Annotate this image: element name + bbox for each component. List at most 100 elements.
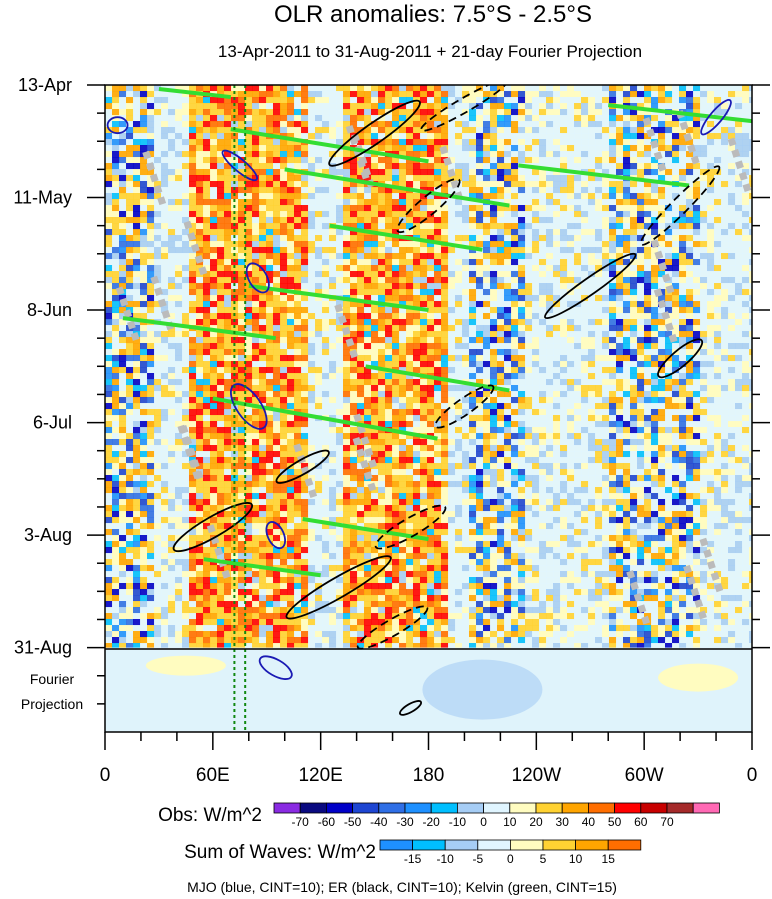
heatmap-cell xyxy=(217,145,225,152)
heatmap-cell xyxy=(189,361,197,368)
heatmap-cell xyxy=(301,133,309,140)
heatmap-cell xyxy=(546,121,554,128)
heatmap-cell xyxy=(714,157,722,164)
heatmap-cell xyxy=(462,181,470,188)
heatmap-cell xyxy=(385,277,393,284)
heatmap-cell xyxy=(224,241,232,248)
heatmap-cell xyxy=(616,295,624,302)
heatmap-cell xyxy=(189,211,197,218)
heatmap-cell xyxy=(252,379,260,386)
heatmap-cell xyxy=(112,283,120,290)
heatmap-cell xyxy=(301,283,309,290)
heatmap-cell xyxy=(441,349,449,356)
heatmap-cell xyxy=(385,373,393,380)
heatmap-cell xyxy=(371,109,379,116)
heatmap-cell xyxy=(735,205,743,212)
heatmap-cell xyxy=(231,301,239,308)
heatmap-cell xyxy=(112,151,120,158)
heatmap-cell xyxy=(518,295,526,302)
heatmap-cell xyxy=(399,355,407,362)
heatmap-cell xyxy=(595,223,603,230)
heatmap-cell xyxy=(203,97,211,104)
heatmap-cell xyxy=(245,229,253,236)
heatmap-cell xyxy=(392,175,400,182)
heatmap-cell xyxy=(413,391,421,398)
heatmap-cell xyxy=(469,217,477,224)
heatmap-cell xyxy=(231,355,239,362)
heatmap-cell xyxy=(189,319,197,326)
heatmap-cell xyxy=(588,157,596,164)
heatmap-cell xyxy=(231,373,239,380)
heatmap-cell xyxy=(294,367,302,374)
heatmap-cell xyxy=(350,241,358,248)
heatmap-cell xyxy=(343,103,351,110)
heatmap-cell xyxy=(287,85,295,92)
heatmap-cell xyxy=(630,139,638,146)
heatmap-cell xyxy=(140,235,148,242)
heatmap-cell xyxy=(427,205,435,212)
heatmap-cell xyxy=(665,151,673,158)
heatmap-cell xyxy=(280,223,288,230)
heatmap-cell xyxy=(588,289,596,296)
heatmap-cell xyxy=(525,397,533,404)
heatmap-cell xyxy=(350,187,358,194)
heatmap-cell xyxy=(651,319,659,326)
heatmap-cell xyxy=(714,385,722,392)
heatmap-cell xyxy=(735,355,743,362)
heatmap-cell xyxy=(483,373,491,380)
heatmap-cell xyxy=(434,229,442,236)
heatmap-cell xyxy=(546,109,554,116)
heatmap-cell xyxy=(322,139,330,146)
heatmap-cell xyxy=(266,163,274,170)
heatmap-cell xyxy=(364,319,372,326)
heatmap-cell xyxy=(567,295,575,302)
heatmap-cell xyxy=(511,217,519,224)
heatmap-cell xyxy=(105,181,113,188)
heatmap-cell xyxy=(553,157,561,164)
heatmap-cell xyxy=(707,367,715,374)
heatmap-cell xyxy=(728,181,736,188)
heatmap-cell xyxy=(588,175,596,182)
heatmap-cell xyxy=(469,271,477,278)
heatmap-cell xyxy=(637,373,645,380)
heatmap-cell xyxy=(210,343,218,350)
heatmap-cell xyxy=(525,121,533,128)
heatmap-cell xyxy=(343,259,351,266)
heatmap-cell xyxy=(546,277,554,284)
heatmap-cell xyxy=(469,283,477,290)
heatmap-cell xyxy=(399,373,407,380)
heatmap-cell xyxy=(413,313,421,320)
heatmap-cell xyxy=(546,385,554,392)
heatmap-cell xyxy=(707,175,715,182)
heatmap-cell xyxy=(203,337,211,344)
heatmap-cell xyxy=(168,163,176,170)
heatmap-cell xyxy=(581,235,589,242)
heatmap-cell xyxy=(665,85,673,92)
heatmap-cell xyxy=(679,319,687,326)
heatmap-cell xyxy=(224,211,232,218)
heatmap-cell xyxy=(266,193,274,200)
heatmap-cell xyxy=(301,313,309,320)
heatmap-cell xyxy=(742,385,750,392)
heatmap-cell xyxy=(441,115,449,122)
heatmap-cell xyxy=(105,241,113,248)
heatmap-cell xyxy=(693,241,701,248)
heatmap-cell xyxy=(665,385,673,392)
heatmap-cell xyxy=(406,307,414,314)
heatmap-cell xyxy=(399,253,407,260)
heatmap-cell xyxy=(658,337,666,344)
heatmap-cell xyxy=(448,373,456,380)
heatmap-cell xyxy=(147,361,155,368)
heatmap-cell xyxy=(224,157,232,164)
heatmap-cell xyxy=(560,265,568,272)
heatmap-cell xyxy=(504,151,512,158)
heatmap-cell xyxy=(595,133,603,140)
heatmap-cell xyxy=(119,211,127,218)
heatmap-cell xyxy=(147,157,155,164)
heatmap-cell xyxy=(266,85,274,92)
heatmap-cell xyxy=(511,397,519,404)
heatmap-cell xyxy=(462,199,470,206)
heatmap-cell xyxy=(707,223,715,230)
heatmap-cell xyxy=(392,199,400,206)
heatmap-cell xyxy=(406,379,414,386)
